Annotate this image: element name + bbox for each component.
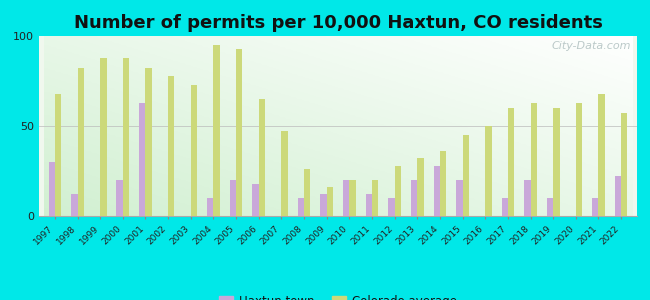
Text: City-Data.com: City-Data.com <box>551 41 631 51</box>
Bar <box>259 99 265 216</box>
Bar <box>298 198 304 216</box>
Bar <box>146 68 152 216</box>
Bar <box>71 194 77 216</box>
Bar <box>615 176 621 216</box>
Bar <box>100 58 107 216</box>
Bar <box>463 135 469 216</box>
Bar <box>411 180 417 216</box>
Bar <box>621 113 627 216</box>
Bar <box>281 131 288 216</box>
Bar <box>190 85 197 216</box>
Bar <box>530 103 537 216</box>
Bar <box>372 180 378 216</box>
Bar <box>553 108 560 216</box>
Bar <box>139 103 146 216</box>
Bar <box>55 94 61 216</box>
Bar <box>236 49 242 216</box>
Bar <box>207 198 213 216</box>
Bar <box>123 58 129 216</box>
Bar <box>49 162 55 216</box>
Bar <box>77 68 84 216</box>
Bar <box>502 198 508 216</box>
Bar <box>576 103 582 216</box>
Bar <box>252 184 259 216</box>
Bar <box>440 151 447 216</box>
Bar <box>524 180 530 216</box>
Bar <box>417 158 424 216</box>
Bar <box>366 194 372 216</box>
Bar <box>434 166 440 216</box>
Bar <box>599 94 605 216</box>
Bar <box>395 166 401 216</box>
Bar <box>349 180 356 216</box>
Bar <box>547 198 553 216</box>
Bar <box>486 126 491 216</box>
Legend: Haxtun town, Colorado average: Haxtun town, Colorado average <box>214 290 462 300</box>
Bar <box>320 194 327 216</box>
Bar <box>592 198 599 216</box>
Bar <box>116 180 123 216</box>
Bar <box>343 180 349 216</box>
Title: Number of permits per 10,000 Haxtun, CO residents: Number of permits per 10,000 Haxtun, CO … <box>73 14 603 32</box>
Bar <box>229 180 236 216</box>
Bar <box>456 180 463 216</box>
Bar <box>213 45 220 216</box>
Bar <box>168 76 174 216</box>
Bar <box>304 169 310 216</box>
Bar <box>388 198 395 216</box>
Bar <box>508 108 514 216</box>
Bar <box>327 187 333 216</box>
